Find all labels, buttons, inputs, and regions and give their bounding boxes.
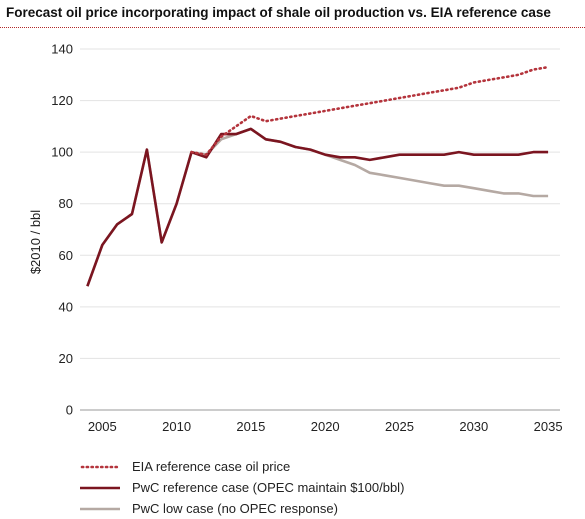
x-tick-label: 2025 bbox=[385, 419, 414, 434]
y-tick-label: 0 bbox=[66, 403, 73, 418]
series-lines bbox=[86, 65, 550, 287]
legend-label-eia: EIA reference case oil price bbox=[132, 459, 291, 474]
y-tick-label: 100 bbox=[51, 145, 73, 160]
y-axis-label: $2010 / bbl bbox=[28, 210, 43, 274]
legend-item-pwc-low: PwC low case (no OPEC response) bbox=[80, 498, 404, 519]
legend-item-eia: EIA reference case oil price bbox=[80, 456, 404, 477]
x-tick-label: 2010 bbox=[162, 419, 191, 434]
legend-swatch-eia bbox=[80, 465, 120, 468]
x-tick-label: 2005 bbox=[88, 419, 117, 434]
x-tick-label: 2015 bbox=[236, 419, 265, 434]
legend: EIA reference case oil price PwC referen… bbox=[80, 456, 404, 519]
y-tick-label: 60 bbox=[59, 248, 73, 263]
chart-title: Forecast oil price incorporating impact … bbox=[6, 5, 551, 20]
y-tick-label: 20 bbox=[59, 351, 73, 366]
y-tick-label: 80 bbox=[59, 196, 73, 211]
legend-label-pwc-low: PwC low case (no OPEC response) bbox=[132, 501, 338, 516]
legend-label-pwc-reference: PwC reference case (OPEC maintain $100/b… bbox=[132, 480, 405, 495]
x-tick-label: 2020 bbox=[311, 419, 340, 434]
y-tick-labels: 0 20 40 60 80 100 120 140 bbox=[51, 42, 73, 418]
legend-swatch-pwc-reference bbox=[80, 486, 120, 489]
gridlines bbox=[80, 48, 560, 411]
x-tick-label: 2030 bbox=[459, 419, 488, 434]
x-tick-labels: 2005 2010 2015 2020 2025 2030 2035 bbox=[88, 419, 563, 434]
legend-item-pwc-reference: PwC reference case (OPEC maintain $100/b… bbox=[80, 477, 404, 498]
y-tick-label: 40 bbox=[59, 299, 73, 314]
y-tick-label: 120 bbox=[51, 93, 73, 108]
title-divider bbox=[0, 27, 585, 28]
series-line-2 bbox=[190, 65, 550, 156]
y-tick-label: 140 bbox=[51, 42, 73, 57]
legend-swatch-pwc-low bbox=[80, 507, 120, 510]
x-tick-label: 2035 bbox=[534, 419, 563, 434]
series-line-1 bbox=[86, 127, 549, 287]
